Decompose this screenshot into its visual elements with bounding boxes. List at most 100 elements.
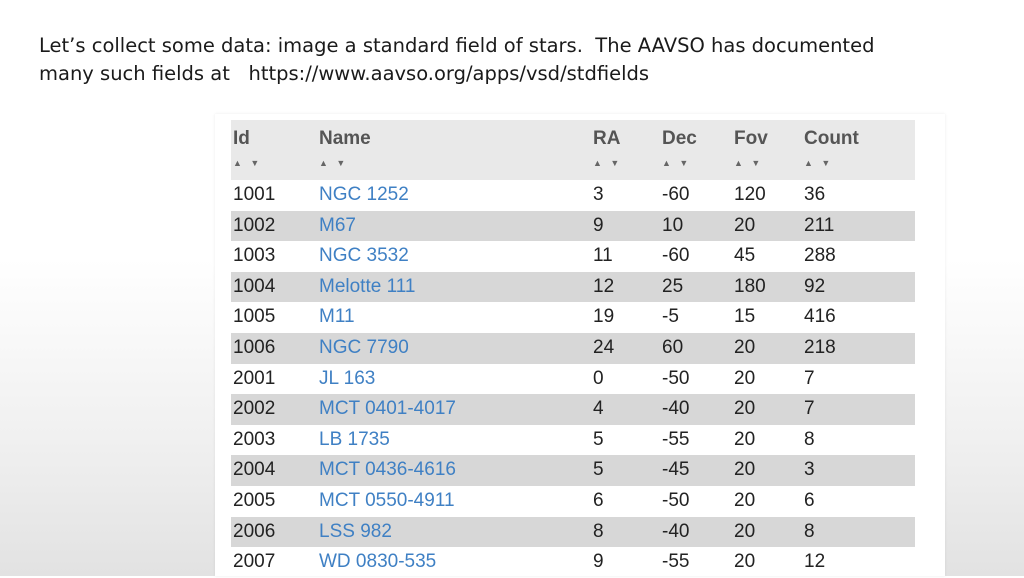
table-row: 1004 Melotte 111 12 25 180 92 — [231, 271, 915, 303]
header-count[interactable]: Count — [804, 128, 859, 149]
cell-count: 8 — [804, 428, 815, 450]
cell-ra: 12 — [593, 275, 615, 297]
cell-ra: 19 — [593, 306, 615, 328]
cell-dec: 60 — [662, 336, 684, 358]
cell-count: 416 — [804, 306, 836, 328]
cell-dec: -40 — [662, 520, 690, 542]
cell-dec: -45 — [662, 459, 690, 481]
cell-name-link[interactable]: MCT 0436-4616 — [319, 459, 456, 481]
header-name[interactable]: Name — [319, 128, 371, 149]
cell-name-link[interactable]: JL 163 — [319, 367, 376, 389]
slide-body-text: Let’s collect some data: image a standar… — [39, 32, 999, 88]
cell-dec: -50 — [662, 367, 690, 389]
cell-dec: -55 — [662, 551, 690, 573]
cell-dec: -60 — [662, 184, 690, 205]
cell-ra: 9 — [593, 551, 604, 573]
cell-fov: 45 — [734, 245, 756, 267]
table-row: 2006 LSS 982 8 -40 20 8 — [231, 516, 915, 548]
cell-count: 7 — [804, 398, 815, 420]
cell-fov: 120 — [734, 184, 766, 205]
cell-id: 2005 — [233, 489, 276, 511]
cell-fov: 20 — [734, 428, 756, 450]
cell-fov: 180 — [734, 275, 766, 297]
table-row: 1006 NGC 7790 24 60 20 218 — [231, 332, 915, 364]
cell-id: 1003 — [233, 245, 276, 267]
cell-fov: 20 — [734, 551, 756, 573]
cell-id: 1005 — [233, 306, 276, 328]
cell-id: 2007 — [233, 551, 276, 573]
cell-ra: 3 — [593, 184, 604, 205]
cell-name-link[interactable]: WD 0830-535 — [319, 551, 437, 573]
table-row: 2002 MCT 0401-4017 4 -40 20 7 — [231, 394, 915, 425]
slide-text-line-2: many such fields at https://www.aavso.or… — [39, 62, 650, 85]
cell-fov: 20 — [734, 489, 756, 511]
cell-ra: 6 — [593, 489, 604, 511]
cell-name-link[interactable]: M67 — [319, 214, 356, 236]
table-row: 2003 LB 1735 5 -55 20 8 — [231, 425, 915, 456]
cell-count: 288 — [804, 245, 836, 267]
table-row: 1003 NGC 3532 11 -60 45 288 — [231, 241, 915, 272]
slide-text-line-1: Let’s collect some data: image a standar… — [39, 34, 875, 57]
cell-name-link[interactable]: M11 — [319, 306, 355, 328]
table-row: 2004 MCT 0436-4616 5 -45 20 3 — [231, 455, 915, 486]
stdfields-table-screenshot: Id Name RA Dec Fov Count ▲ ▼ ▲ ▼ ▲ ▼ ▲ ▼… — [215, 114, 945, 576]
sort-arrows-icon[interactable]: ▲ ▼ — [593, 158, 623, 168]
sort-arrows-icon[interactable]: ▲ ▼ — [804, 158, 834, 168]
cell-count: 92 — [804, 275, 826, 297]
table-row: 2007 WD 0830-535 9 -55 20 12 — [231, 547, 915, 578]
table-row: 2001 JL 163 0 -50 20 7 — [231, 364, 915, 395]
table-body: 1001 NGC 1252 3 -60 120 36 1002 M67 9 10 20 211 1003… — [231, 180, 915, 578]
cell-ra: 8 — [593, 520, 604, 542]
cell-count: 36 — [804, 184, 826, 205]
cell-id: 2003 — [233, 428, 276, 450]
cell-name-link[interactable]: Melotte 111 — [319, 275, 416, 297]
cell-fov: 15 — [734, 306, 756, 328]
cell-count: 12 — [804, 551, 826, 573]
header-ra[interactable]: RA — [593, 128, 621, 149]
sort-arrows-icon[interactable]: ▲ ▼ — [662, 158, 692, 168]
cell-dec: 10 — [662, 214, 684, 236]
cell-fov: 20 — [734, 336, 756, 358]
cell-fov: 20 — [734, 520, 756, 542]
cell-name-link[interactable]: NGC 7790 — [319, 336, 409, 358]
sort-arrows-icon[interactable]: ▲ ▼ — [319, 158, 349, 168]
cell-dec: -50 — [662, 489, 690, 511]
cell-count: 8 — [804, 520, 815, 542]
cell-ra: 11 — [593, 245, 613, 267]
cell-dec: -5 — [662, 306, 679, 328]
cell-id: 2001 — [233, 367, 276, 389]
cell-name-link[interactable]: LB 1735 — [319, 428, 390, 450]
cell-id: 2002 — [233, 398, 276, 420]
cell-name-link[interactable]: MCT 0401-4017 — [319, 398, 456, 420]
cell-name-link[interactable]: LSS 982 — [319, 520, 392, 542]
cell-count: 211 — [804, 214, 835, 236]
cell-fov: 20 — [734, 367, 756, 389]
cell-ra: 5 — [593, 428, 604, 450]
cell-id: 2006 — [233, 520, 276, 542]
cell-count: 6 — [804, 489, 815, 511]
header-dec[interactable]: Dec — [662, 128, 697, 149]
cell-id: 1001 — [233, 184, 276, 205]
cell-dec: 25 — [662, 275, 684, 297]
cell-name-link[interactable]: NGC 1252 — [319, 184, 409, 205]
cell-count: 3 — [804, 459, 815, 481]
cell-dec: -40 — [662, 398, 690, 420]
cell-name-link[interactable]: NGC 3532 — [319, 245, 409, 267]
sort-arrows-icon[interactable]: ▲ ▼ — [734, 158, 764, 168]
cell-fov: 20 — [734, 398, 756, 420]
cell-ra: 0 — [593, 367, 604, 389]
cell-count: 218 — [804, 336, 836, 358]
cell-name-link[interactable]: MCT 0550-4911 — [319, 489, 455, 511]
sort-arrows-icon[interactable]: ▲ ▼ — [233, 158, 263, 168]
cell-count: 7 — [804, 367, 815, 389]
cell-fov: 20 — [734, 459, 756, 481]
cell-id: 1004 — [233, 275, 276, 297]
cell-ra: 4 — [593, 398, 604, 420]
table-row: 1005 M11 19 -5 15 416 — [231, 302, 915, 333]
header-id[interactable]: Id — [233, 128, 250, 149]
table-row: 1001 NGC 1252 3 -60 120 36 — [231, 180, 915, 211]
cell-id: 2004 — [233, 459, 276, 481]
cell-id: 1002 — [233, 214, 276, 236]
header-fov[interactable]: Fov — [734, 128, 768, 149]
cell-ra: 9 — [593, 214, 604, 236]
